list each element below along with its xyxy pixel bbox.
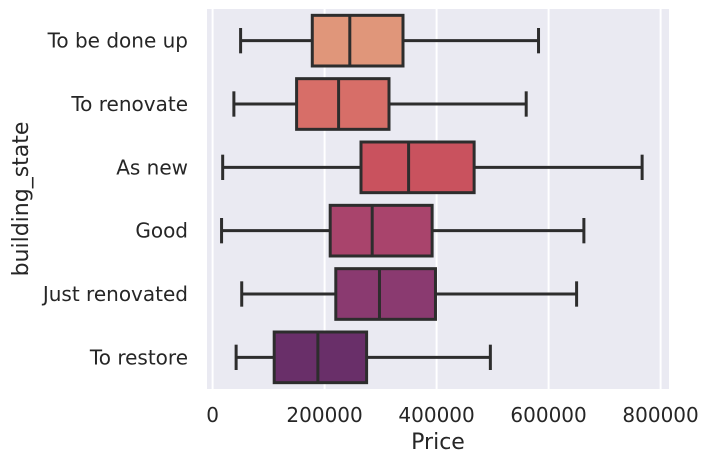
box-group — [239, 13, 541, 68]
y-tick-label: Just renovated — [41, 282, 188, 306]
x-tick-label: 400000 — [398, 403, 474, 427]
x-tick-label: 0 — [206, 403, 219, 427]
iqr-box — [310, 13, 405, 68]
box-group — [240, 267, 579, 321]
x-tick-label: 800000 — [622, 403, 698, 427]
box-group — [220, 203, 586, 258]
x-tick-labels: 0 200000 400000 600000 800000 — [206, 403, 699, 427]
box-group — [221, 140, 644, 195]
y-tick-label: Good — [135, 219, 188, 243]
iqr-box — [334, 267, 437, 321]
iqr-box — [295, 77, 391, 131]
x-tick-label: 600000 — [510, 403, 586, 427]
y-axis-label: building_state — [9, 122, 34, 277]
x-axis-label: Price — [411, 430, 465, 455]
y-tick-label: As new — [116, 155, 188, 179]
y-tick-label: To restore — [89, 345, 188, 369]
y-tick-labels: To be done up To renovate As new Good Just r… — [41, 29, 188, 370]
iqr-box — [359, 140, 476, 195]
x-tick-label: 200000 — [286, 403, 362, 427]
box-group — [234, 330, 492, 385]
plot-area-background — [207, 9, 669, 389]
iqr-box — [328, 203, 434, 258]
box-group — [232, 77, 528, 131]
y-tick-label: To be done up — [47, 29, 188, 53]
y-tick-label: To renovate — [70, 92, 188, 116]
gridlines — [211, 9, 662, 389]
iqr-box — [272, 330, 369, 385]
boxes — [220, 13, 644, 385]
